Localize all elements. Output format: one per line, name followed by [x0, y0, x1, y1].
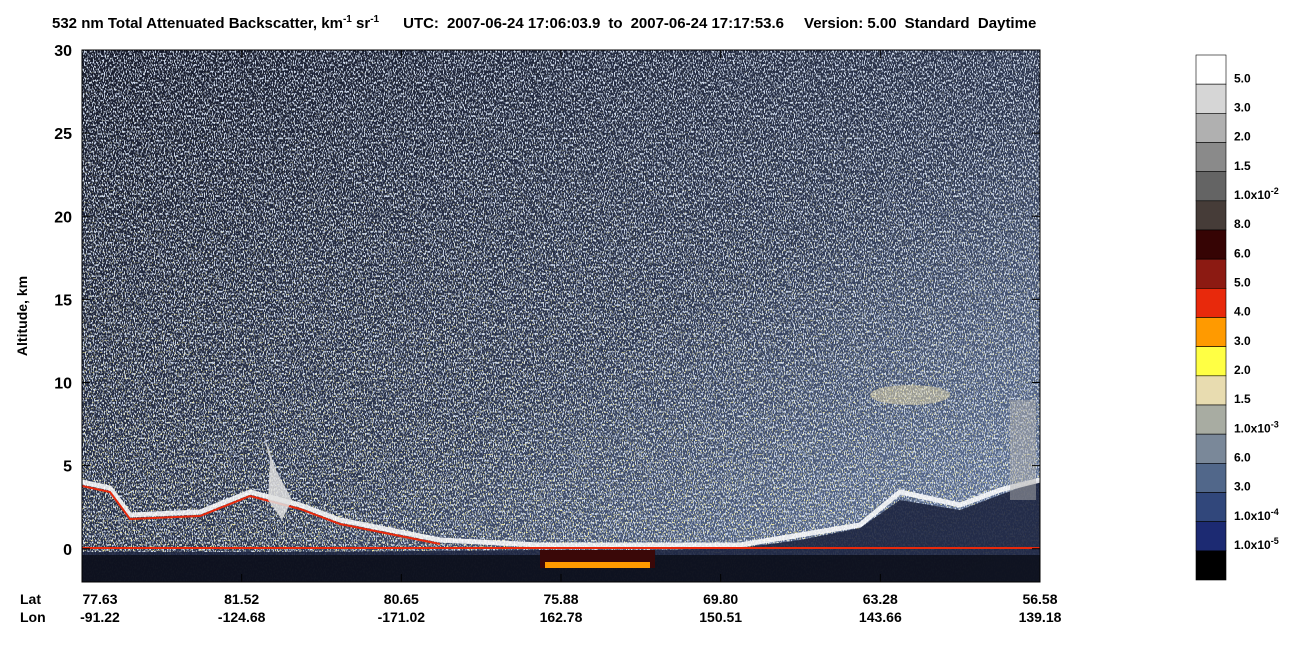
colorbar-swatch	[1195, 463, 1227, 493]
colorbar-swatch	[1195, 258, 1227, 289]
end-time: 2007-06-24 17:17:53.6	[631, 15, 784, 32]
colorbar-label-text: 3.0	[1234, 101, 1251, 115]
colorbar-swatch	[1195, 317, 1227, 347]
colorbar-label-text: 2.0	[1234, 130, 1251, 144]
colorbar-label-text: 6.0	[1234, 451, 1251, 465]
x-row-label: Lat	[20, 591, 41, 607]
colorbar-swatch	[1195, 288, 1227, 318]
y-tick-label: 25	[54, 126, 72, 143]
colorbar-label-text: 8.0	[1234, 217, 1251, 231]
colorbar-label: 3.0	[1234, 101, 1251, 115]
colorbar-swatch	[1195, 83, 1227, 114]
utc-label: UTC:	[403, 15, 439, 32]
lon-label: -124.68	[218, 609, 266, 625]
version: Version: 5.00	[804, 15, 897, 32]
colorbar-label-sup: -3	[1271, 419, 1279, 429]
colorbar-label-sup: -5	[1271, 536, 1279, 546]
to-label: to	[608, 15, 622, 32]
chart-title: 532 nm Total Attenuated Backscatter, km-…	[52, 14, 1036, 32]
colorbar-label: 6.0	[1234, 451, 1251, 465]
colorbar-label: 3.0	[1234, 480, 1251, 494]
lat-label: 77.63	[82, 591, 117, 607]
colorbar-swatch	[1195, 521, 1227, 552]
colorbar-label-sup: -2	[1271, 186, 1279, 196]
colorbar-label-text: 1.0x10	[1234, 538, 1271, 552]
lat-label: 69.80	[703, 591, 738, 607]
lon-label: -91.22	[80, 609, 120, 625]
lon-label: 150.51	[699, 609, 742, 625]
colorbar-swatch	[1195, 346, 1227, 377]
colorbar-swatch	[1195, 550, 1227, 581]
colorbar-label-text: 1.5	[1234, 392, 1251, 406]
lon-label: 139.18	[1019, 609, 1062, 625]
colorbar-label-text: 1.0x10	[1234, 188, 1271, 202]
colorbar-label: 2.0	[1234, 130, 1251, 144]
mode: Standard Daytime	[905, 15, 1037, 32]
backscatter-image	[82, 50, 1040, 582]
title-text: 532 nm Total Attenuated Backscatter, km	[52, 15, 343, 32]
colorbar-swatch	[1195, 200, 1227, 231]
colorbar-label: 5.0	[1234, 276, 1251, 290]
lat-label: 81.52	[224, 591, 259, 607]
colorbar-label: 2.0	[1234, 363, 1251, 377]
colorbar-label-text: 6.0	[1234, 246, 1251, 260]
colorbar-label-text: 1.0x10	[1234, 509, 1271, 523]
x-row-label: Lon	[20, 609, 46, 625]
title-text: sr	[352, 15, 371, 32]
colorbar-label-text: 1.0x10	[1234, 421, 1271, 435]
y-tick-label: 10	[54, 376, 72, 393]
y-tick-label: 0	[63, 542, 72, 559]
colorbar-swatch	[1195, 54, 1227, 85]
colorbar-label: 1.0x10-2	[1234, 186, 1279, 202]
lon-label: 143.66	[859, 609, 902, 625]
colorbar-swatch	[1195, 229, 1227, 260]
lon-label: -171.02	[378, 609, 426, 625]
lat-label: 56.58	[1022, 591, 1057, 607]
y-axis-label: Altitude, km	[14, 276, 30, 356]
colorbar-swatch	[1195, 492, 1227, 522]
colorbar-label-text: 2.0	[1234, 363, 1251, 377]
colorbar-label-sup: -4	[1271, 507, 1279, 517]
colorbar-swatch	[1195, 171, 1227, 202]
colorbar-label: 4.0	[1234, 305, 1251, 319]
y-tick-label: 15	[54, 292, 72, 309]
y-tick-label: 20	[54, 209, 72, 226]
colorbar-swatch	[1195, 142, 1227, 172]
colorbar-label: 3.0	[1234, 334, 1251, 348]
colorbar-label: 1.0x10-5	[1234, 536, 1279, 552]
colorbar-label-text: 3.0	[1234, 480, 1251, 494]
title-sup: -1	[343, 14, 352, 25]
y-tick-label: 5	[63, 459, 72, 476]
colorbar-swatch	[1195, 375, 1227, 406]
colorbar-label: 1.5	[1234, 392, 1251, 406]
colorbar-label-text: 1.5	[1234, 159, 1251, 173]
colorbar-label: 1.0x10-4	[1234, 507, 1279, 523]
colorbar-label-text: 5.0	[1234, 71, 1251, 85]
colorbar-swatch	[1195, 113, 1227, 143]
lat-label: 75.88	[543, 591, 578, 607]
lon-label: 162.78	[540, 609, 583, 625]
title-sup: -1	[370, 14, 379, 25]
y-tick-label: 30	[54, 43, 72, 60]
start-time: 2007-06-24 17:06:03.9	[447, 15, 600, 32]
colorbar-label-text: 3.0	[1234, 334, 1251, 348]
colorbar-swatch	[1195, 404, 1227, 435]
colorbar-swatch	[1195, 433, 1227, 464]
colorbar-label: 1.0x10-3	[1234, 419, 1279, 435]
lat-label: 63.28	[863, 591, 898, 607]
colorbar-label: 8.0	[1234, 217, 1251, 231]
colorbar-label: 6.0	[1234, 246, 1251, 260]
colorbar-label-text: 4.0	[1234, 305, 1251, 319]
colorbar-label: 5.0	[1234, 71, 1251, 85]
colorbar-label-text: 5.0	[1234, 276, 1251, 290]
lat-label: 80.65	[384, 591, 419, 607]
colorbar-label: 1.5	[1234, 159, 1251, 173]
